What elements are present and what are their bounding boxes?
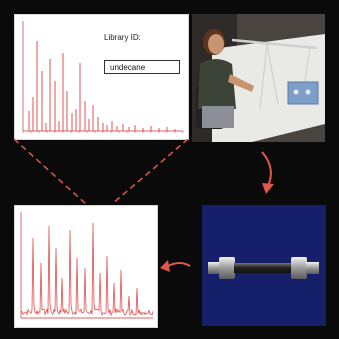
chromatogram-plot xyxy=(20,212,154,319)
arrow-down-right-icon xyxy=(261,151,274,194)
tube-left-end xyxy=(208,262,220,274)
spectrum-tick-marks xyxy=(22,131,184,133)
photo-table xyxy=(212,34,325,142)
photo-sampler-beam xyxy=(231,38,318,50)
photo-stand-leg xyxy=(266,43,279,105)
photo-person-torso xyxy=(198,59,236,109)
photo-pump-box xyxy=(287,81,319,105)
zoom-line-left xyxy=(13,138,87,205)
photo-stand-leg xyxy=(303,47,311,87)
photo-person-face xyxy=(208,34,224,54)
tube-right-nut xyxy=(291,257,307,279)
tube-body xyxy=(234,263,292,273)
mass-spectrum-plot xyxy=(22,21,184,133)
arrow-left-icon xyxy=(160,260,191,272)
spectrum-peaks xyxy=(28,41,176,131)
mass-spectrum-panel: Library ID: undecane xyxy=(14,14,189,140)
photo-pump-knob xyxy=(293,89,299,95)
sorbent-tube-illustration xyxy=(202,205,326,326)
tube-right-end xyxy=(306,262,319,274)
chromatogram-panel xyxy=(14,205,158,328)
sampling-photo xyxy=(192,14,325,142)
library-id-label: Library ID: xyxy=(104,33,141,42)
library-id-field: undecane xyxy=(104,60,180,74)
photo-stand-leg xyxy=(259,43,268,110)
sampling-photo-illustration xyxy=(192,14,325,142)
chromatogram-trace xyxy=(20,222,154,317)
tube-left-nut xyxy=(219,257,235,279)
photo-person-legs xyxy=(202,106,234,128)
zoom-line-right xyxy=(111,138,189,205)
sorbent-tube-photo xyxy=(202,205,326,326)
photo-person-arm xyxy=(228,74,254,92)
photo-pump-knob xyxy=(305,89,311,95)
